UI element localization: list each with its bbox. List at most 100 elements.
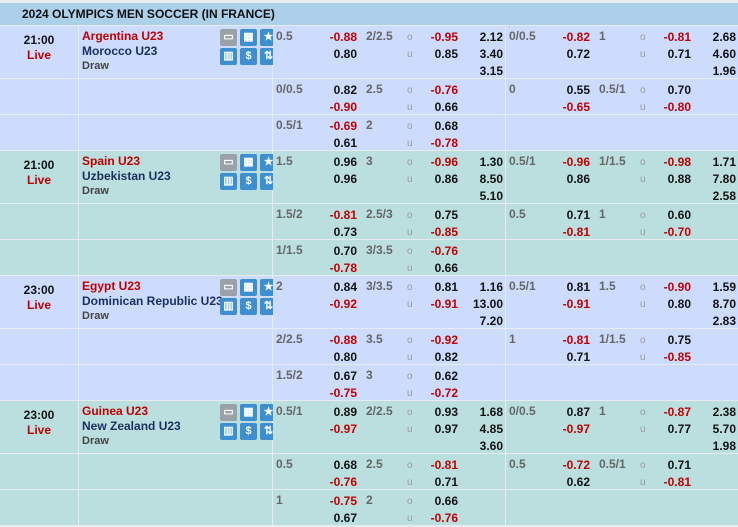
under-odds[interactable]: -0.85 xyxy=(430,225,458,239)
over-odds[interactable]: 0.93 xyxy=(434,405,458,419)
over-odds[interactable]: 0.75 xyxy=(434,208,458,222)
stats-icon[interactable]: ▥ xyxy=(220,48,237,65)
away-handicap-odds[interactable]: 0.80 xyxy=(333,350,357,364)
field-icon[interactable]: ▦ xyxy=(240,279,257,296)
over-odds[interactable]: 0.62 xyxy=(434,369,458,383)
away-win-odds[interactable]: 4.85 xyxy=(479,422,503,436)
away-handicap-odds[interactable]: 0.96 xyxy=(333,172,357,186)
home-handicap-odds[interactable]: 0.68 xyxy=(333,458,357,472)
away-handicap-odds[interactable]: -0.90 xyxy=(329,100,357,114)
under-odds[interactable]: 0.80 xyxy=(667,297,691,311)
away-team[interactable]: New Zealand U23 xyxy=(82,419,181,433)
under-odds[interactable]: -0.76 xyxy=(430,511,458,525)
home-handicap-odds[interactable]: -0.72 xyxy=(562,458,590,472)
home-win-odds[interactable]: 1.71 xyxy=(712,155,736,169)
over-odds[interactable]: -0.76 xyxy=(430,244,458,258)
away-handicap-odds[interactable]: 0.73 xyxy=(333,225,357,239)
dollar-icon[interactable]: $ xyxy=(240,173,257,190)
home-win-odds[interactable]: 2.38 xyxy=(712,405,736,419)
away-win-odds[interactable]: 13.00 xyxy=(472,297,503,311)
tv-icon[interactable]: ▭ xyxy=(220,404,237,421)
draw-odds[interactable]: 7.20 xyxy=(479,314,503,328)
away-win-odds[interactable]: 5.70 xyxy=(712,422,736,436)
away-handicap-odds[interactable]: -0.91 xyxy=(562,297,590,311)
home-team[interactable]: Spain U23 xyxy=(82,154,141,168)
over-odds[interactable]: -0.87 xyxy=(663,405,691,419)
away-handicap-odds[interactable]: 0.72 xyxy=(566,47,590,61)
away-win-odds[interactable]: 8.50 xyxy=(479,172,503,186)
away-handicap-odds[interactable]: 0.61 xyxy=(333,136,357,150)
home-win-odds[interactable]: 1.30 xyxy=(479,155,503,169)
over-odds[interactable]: 0.68 xyxy=(434,119,458,133)
home-handicap-odds[interactable]: 0.81 xyxy=(566,280,590,294)
under-odds[interactable]: 0.97 xyxy=(434,422,458,436)
over-odds[interactable]: 0.70 xyxy=(667,83,691,97)
away-handicap-odds[interactable]: -0.65 xyxy=(562,100,590,114)
over-odds[interactable]: -0.96 xyxy=(430,155,458,169)
odds-change-icon[interactable]: ⇅ xyxy=(260,48,277,65)
away-handicap-odds[interactable]: 0.86 xyxy=(566,172,590,186)
under-odds[interactable]: 0.71 xyxy=(667,47,691,61)
tv-icon[interactable]: ▭ xyxy=(220,279,237,296)
away-handicap-odds[interactable]: -0.78 xyxy=(329,261,357,275)
under-odds[interactable]: -0.80 xyxy=(663,100,691,114)
live-status[interactable]: Live xyxy=(26,48,51,62)
home-team[interactable]: Egypt U23 xyxy=(82,279,141,293)
home-handicap-odds[interactable]: -0.81 xyxy=(329,208,357,222)
stats-icon[interactable]: ▥ xyxy=(220,173,237,190)
home-handicap-odds[interactable]: -0.96 xyxy=(562,155,590,169)
dollar-icon[interactable]: $ xyxy=(240,423,257,440)
field-icon[interactable]: ▦ xyxy=(240,404,257,421)
away-win-odds[interactable]: 8.70 xyxy=(712,297,736,311)
under-odds[interactable]: 0.71 xyxy=(434,475,458,489)
over-odds[interactable]: -0.92 xyxy=(430,333,458,347)
under-odds[interactable]: 0.82 xyxy=(434,350,458,364)
tv-icon[interactable]: ▭ xyxy=(220,154,237,171)
home-handicap-odds[interactable]: -0.82 xyxy=(562,30,590,44)
field-icon[interactable]: ▦ xyxy=(240,29,257,46)
under-odds[interactable]: 0.85 xyxy=(434,47,458,61)
away-win-odds[interactable]: 7.80 xyxy=(712,172,736,186)
home-handicap-odds[interactable]: 0.87 xyxy=(566,405,590,419)
over-odds[interactable]: 0.71 xyxy=(667,458,691,472)
over-odds[interactable]: -0.90 xyxy=(663,280,691,294)
home-win-odds[interactable]: 2.68 xyxy=(712,30,736,44)
away-team[interactable]: Dominican Republic U23 xyxy=(82,294,223,308)
draw-odds[interactable]: 2.83 xyxy=(712,314,736,328)
under-odds[interactable]: 0.66 xyxy=(434,100,458,114)
home-handicap-odds[interactable]: -0.69 xyxy=(329,119,357,133)
draw-odds[interactable]: 1.96 xyxy=(712,64,736,78)
under-odds[interactable]: -0.91 xyxy=(430,297,458,311)
dollar-icon[interactable]: $ xyxy=(240,48,257,65)
home-win-odds[interactable]: 1.68 xyxy=(479,405,503,419)
home-win-odds[interactable]: 1.16 xyxy=(479,280,503,294)
over-odds[interactable]: -0.81 xyxy=(663,30,691,44)
home-handicap-odds[interactable]: -0.88 xyxy=(329,333,357,347)
home-handicap-odds[interactable]: 0.71 xyxy=(566,208,590,222)
home-handicap-odds[interactable]: -0.75 xyxy=(329,494,357,508)
away-win-odds[interactable]: 4.60 xyxy=(712,47,736,61)
draw-odds[interactable]: 3.60 xyxy=(479,439,503,453)
over-odds[interactable]: -0.76 xyxy=(430,83,458,97)
stats-icon[interactable]: ▥ xyxy=(220,423,237,440)
under-odds[interactable]: 0.77 xyxy=(667,422,691,436)
away-handicap-odds[interactable]: 0.67 xyxy=(333,511,357,525)
away-handicap-odds[interactable]: -0.97 xyxy=(562,422,590,436)
under-odds[interactable]: -0.85 xyxy=(663,350,691,364)
home-win-odds[interactable]: 1.59 xyxy=(712,280,736,294)
tv-icon[interactable]: ▭ xyxy=(220,29,237,46)
under-odds[interactable]: -0.70 xyxy=(663,225,691,239)
away-handicap-odds[interactable]: 0.71 xyxy=(566,350,590,364)
away-handicap-odds[interactable]: -0.76 xyxy=(329,475,357,489)
over-odds[interactable]: -0.95 xyxy=(430,30,458,44)
live-status[interactable]: Live xyxy=(26,298,51,312)
star-icon[interactable]: ★ xyxy=(260,404,277,421)
home-team[interactable]: Guinea U23 xyxy=(82,404,149,418)
dollar-icon[interactable]: $ xyxy=(240,298,257,315)
star-icon[interactable]: ★ xyxy=(260,279,277,296)
star-icon[interactable]: ★ xyxy=(260,29,277,46)
over-odds[interactable]: 0.75 xyxy=(667,333,691,347)
home-team[interactable]: Argentina U23 xyxy=(82,29,164,43)
home-handicap-odds[interactable]: 0.96 xyxy=(333,155,357,169)
under-odds[interactable]: -0.78 xyxy=(430,136,458,150)
